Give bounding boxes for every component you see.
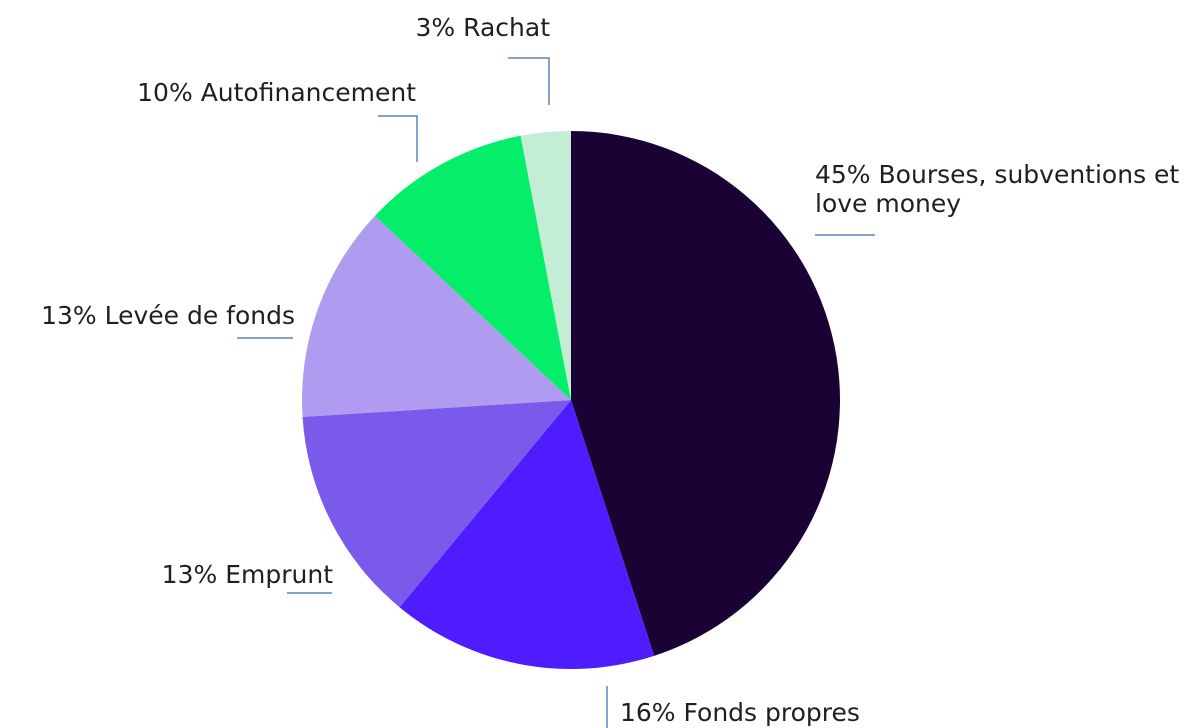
category-label: Fonds propres	[683, 698, 860, 727]
category-label: Bourses, subventions et love money	[815, 160, 1180, 218]
slice-label: 13% Emprunt	[162, 560, 333, 589]
pie-slice	[571, 131, 841, 656]
category-label: Autofinancement	[200, 78, 416, 107]
slice-label: 16% Fonds propres	[620, 698, 860, 727]
pie-slice	[374, 135, 571, 401]
category-label: Rachat	[463, 13, 550, 42]
pie-slice	[302, 215, 571, 417]
value-label: 16%	[620, 698, 676, 727]
category-label: Levée de fonds	[104, 301, 295, 330]
value-label: 10%	[137, 78, 193, 107]
pie-slice	[399, 400, 655, 669]
value-label: 3%	[415, 13, 456, 42]
slices	[302, 131, 841, 669]
slice-label: 3% Rachat	[416, 13, 550, 42]
value-label: 13%	[161, 560, 218, 589]
leader-line	[378, 115, 418, 162]
value-label: 13%	[41, 301, 97, 330]
slice-label: 13% Levée de fonds	[41, 301, 295, 330]
category-label: Emprunt	[225, 560, 333, 589]
pie-slice	[520, 131, 571, 400]
value-label: 45%	[815, 160, 871, 189]
leader-line	[508, 57, 550, 105]
slice-label: 45% Bourses, subventions et love money	[815, 160, 1195, 218]
slice-label: 10% Autofinancement	[137, 78, 416, 107]
pie-slice	[302, 400, 571, 608]
